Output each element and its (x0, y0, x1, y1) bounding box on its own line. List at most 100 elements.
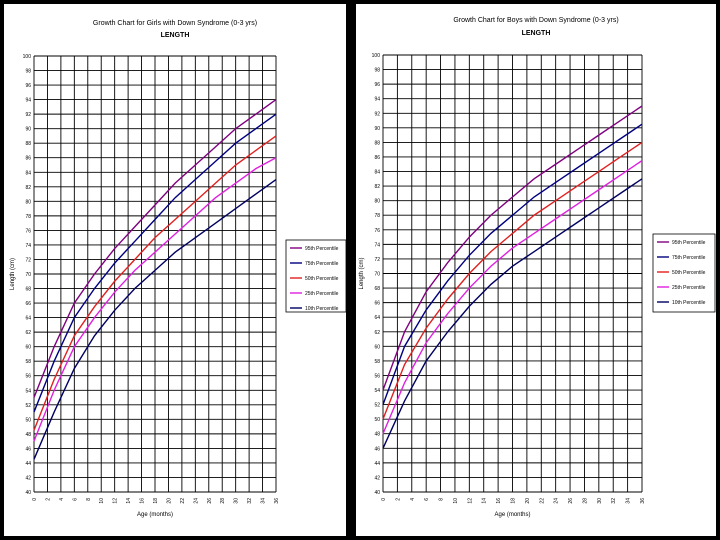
x-tick-label: 28 (220, 498, 226, 504)
series-line-3 (33, 135, 277, 431)
girls-length-chart: 4042444648505254565860626466687072747678… (10, 54, 346, 518)
y-tick-label: 100 (372, 53, 381, 59)
x-tick-label: 20 (166, 498, 172, 504)
x-tick-label: 32 (247, 498, 253, 504)
y-tick-label: 52 (374, 403, 380, 409)
x-tick-label: 34 (261, 498, 267, 504)
y-tick-label: 62 (25, 330, 31, 336)
x-tick-label: 2 (45, 498, 51, 501)
legend-box (285, 239, 346, 313)
series-line-1 (33, 99, 277, 398)
series-line-4 (33, 157, 277, 442)
y-tick-label: 72 (374, 257, 380, 263)
x-tick-label: 16 (496, 498, 502, 504)
y-tick-label: 60 (374, 344, 380, 350)
series-line-1 (382, 105, 643, 391)
y-tick-label: 58 (374, 359, 380, 365)
series-line-2 (33, 113, 277, 413)
y-tick-label: 82 (25, 185, 31, 191)
y-tick-label: 42 (25, 475, 31, 481)
y-tick-label: 66 (25, 301, 31, 307)
y-tick-label: 52 (25, 403, 31, 409)
series-line-5 (382, 178, 643, 449)
y-tick-label: 68 (374, 286, 380, 292)
x-tick-label: 30 (597, 498, 603, 504)
y-tick-label: 90 (25, 127, 31, 133)
legend-label: 10th Percentile (672, 300, 706, 306)
y-tick-label: 82 (374, 184, 380, 190)
y-tick-label: 64 (25, 316, 31, 322)
chart-subtitle: LENGTH (160, 32, 190, 39)
chart-title: Growth Chart for Boys with Down Syndrome… (453, 17, 619, 24)
x-tick-label: 24 (554, 498, 560, 504)
y-tick-label: 80 (374, 199, 380, 205)
x-tick-label: 26 (568, 498, 574, 504)
x-tick-label: 2 (395, 498, 401, 501)
x-tick-label: 10 (453, 498, 459, 504)
chart-subtitle: LENGTH (521, 30, 551, 37)
x-tick-label: 14 (126, 498, 132, 504)
y-tick-label: 76 (374, 228, 380, 234)
y-tick-label: 54 (25, 388, 31, 394)
y-tick-label: 58 (25, 359, 31, 365)
x-tick-label: 36 (274, 498, 280, 504)
chart-title: Growth Chart for Girls with Down Syndrom… (92, 20, 258, 27)
girls-chart-panel: Growth Chart for Girls with Down Syndrom… (4, 4, 346, 536)
legend-label: 95th Percentile (305, 246, 339, 252)
x-tick-label: 12 (113, 498, 119, 504)
series-line-3 (382, 141, 643, 420)
boys-length-chart: 4042444648505254565860626466687072747678… (359, 53, 716, 518)
x-tick-label: 34 (626, 498, 632, 504)
legend-box (652, 233, 716, 313)
y-tick-label: 66 (374, 301, 380, 307)
y-tick-label: 98 (374, 68, 380, 74)
y-tick-label: 44 (374, 461, 380, 467)
x-tick-label: 28 (582, 498, 588, 504)
y-tick-label: 84 (374, 170, 380, 176)
x-tick-label: 32 (611, 498, 617, 504)
x-tick-label: 14 (482, 498, 488, 504)
y-tick-label: 96 (374, 82, 380, 88)
x-tick-label: 20 (525, 498, 531, 504)
legend-label: 95th Percentile (672, 240, 706, 246)
x-tick-label: 16 (140, 498, 146, 504)
y-tick-label: 48 (374, 432, 380, 438)
y-tick-label: 64 (374, 315, 380, 321)
y-tick-label: 88 (374, 140, 380, 146)
legend-label: 75th Percentile (672, 255, 706, 261)
x-tick-label: 4 (59, 498, 65, 501)
y-tick-label: 68 (25, 287, 31, 293)
x-tick-label: 4 (410, 498, 416, 501)
y-tick-label: 70 (25, 272, 31, 278)
legend-label: 75th Percentile (305, 261, 339, 267)
x-tick-label: 8 (439, 498, 445, 501)
legend-label: 50th Percentile (305, 276, 339, 282)
y-tick-label: 62 (374, 330, 380, 336)
y-tick-label: 40 (374, 490, 380, 496)
y-tick-label: 44 (25, 461, 31, 467)
series-line-2 (382, 123, 643, 405)
y-tick-label: 56 (374, 373, 380, 379)
x-tick-label: 22 (180, 498, 186, 504)
y-axis-label: Length (cm) (359, 257, 365, 289)
x-tick-label: 6 (424, 498, 430, 501)
y-tick-label: 98 (25, 69, 31, 75)
y-tick-label: 76 (25, 228, 31, 234)
legend-label: 50th Percentile (672, 270, 706, 276)
y-tick-label: 90 (374, 126, 380, 132)
x-tick-label: 36 (640, 498, 646, 504)
y-tick-label: 50 (25, 417, 31, 423)
x-tick-label: 30 (234, 498, 240, 504)
x-tick-label: 0 (32, 498, 38, 501)
y-tick-label: 94 (374, 97, 380, 103)
legend-label: 25th Percentile (305, 291, 339, 297)
x-axis-label: Age (months) (137, 512, 173, 518)
y-tick-label: 86 (25, 156, 31, 162)
y-tick-label: 96 (25, 83, 31, 89)
x-axis-label: Age (months) (494, 512, 530, 518)
y-tick-label: 48 (25, 432, 31, 438)
y-tick-label: 94 (25, 98, 31, 104)
y-tick-label: 78 (374, 213, 380, 219)
y-tick-label: 74 (374, 242, 380, 248)
y-tick-label: 56 (25, 374, 31, 380)
